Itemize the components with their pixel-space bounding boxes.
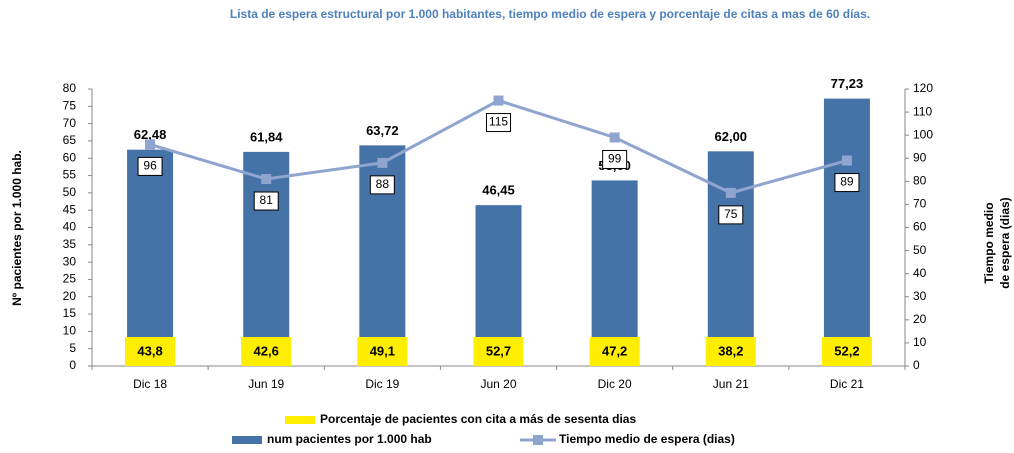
bar-value-label: 62,00: [715, 129, 748, 144]
percent-label: 47,2: [602, 343, 627, 358]
line-label-box: [602, 149, 628, 169]
y-tick-label: 35: [63, 237, 77, 251]
y2-tick-label: 40: [913, 266, 927, 280]
percent-box: [821, 337, 872, 366]
y-tick-label: 30: [63, 254, 77, 268]
y-tick-label: 70: [63, 116, 77, 130]
line-label-box: [369, 175, 395, 195]
y-tick-label: 5: [69, 341, 76, 355]
line-marker: [145, 139, 156, 150]
y2-tick-label: 100: [913, 127, 933, 141]
y-tick-label: 10: [63, 324, 77, 338]
line-label-box: [718, 205, 744, 225]
line-label-box: [253, 191, 279, 211]
line-label-box: [486, 113, 511, 133]
line-value-label: 99: [608, 152, 622, 166]
line-marker: [493, 95, 504, 106]
line-marker: [261, 174, 272, 185]
line-marker: [377, 157, 388, 168]
line-value-label: 115: [489, 115, 508, 129]
bar: [243, 151, 290, 366]
bar-value-label: 61,84: [250, 129, 283, 144]
percent-box: [473, 337, 524, 366]
y-tick-label: 60: [63, 150, 77, 164]
percent-box: [357, 337, 408, 366]
legend-label: num pacientes por 1.000 hab: [267, 432, 432, 446]
percent-box: [125, 337, 176, 366]
bar-value-label: 63,72: [366, 123, 399, 138]
line-label-box: [137, 156, 163, 176]
legend-swatch: [232, 436, 262, 444]
legend-swatch: [533, 435, 543, 445]
y-tick-label: 25: [63, 272, 77, 286]
y-axis-label: Nº pacientes por 1.000 hab.: [10, 150, 24, 306]
bar-value-label: 77,23: [831, 76, 864, 91]
y2-tick-label: 20: [913, 312, 927, 326]
legend-label: Porcentaje de pacientes con cita a más d…: [320, 412, 636, 426]
x-tick-label: Dic 21: [830, 377, 864, 391]
y2-axis-label: de espera (dias): [998, 197, 1012, 288]
percent-label: 52,7: [486, 343, 511, 358]
y2-tick-label: 80: [913, 174, 927, 188]
y-tick-label: 0: [69, 358, 76, 372]
y-tick-label: 50: [63, 185, 77, 199]
y-tick-label: 40: [63, 220, 77, 234]
x-tick-label: Dic 18: [133, 377, 167, 391]
line-marker: [841, 155, 852, 166]
bar: [127, 149, 174, 366]
line-marker: [725, 187, 736, 198]
bar-value-label: 46,45: [482, 183, 515, 198]
line-value-label: 75: [724, 207, 738, 221]
y-tick-label: 80: [63, 81, 77, 95]
bar: [707, 151, 754, 366]
legend-label: Tiempo medio de espera (dias): [559, 432, 735, 446]
y2-tick-label: 120: [913, 81, 933, 95]
bar: [591, 180, 638, 366]
line-value-label: 89: [840, 175, 854, 189]
y-tick-label: 20: [63, 289, 77, 303]
percent-box: [589, 337, 640, 366]
x-tick-label: Dic 20: [598, 377, 632, 391]
y2-tick-label: 0: [913, 358, 920, 372]
percent-label: 43,8: [137, 343, 162, 358]
x-tick-label: Jun 19: [248, 377, 284, 391]
y2-tick-label: 10: [913, 335, 927, 349]
y2-tick-label: 70: [913, 197, 927, 211]
chart-title: Lista de espera estructural por 1.000 ha…: [230, 7, 870, 21]
x-tick-label: Dic 19: [365, 377, 399, 391]
y2-axis-label: Tiempo medio: [982, 202, 996, 283]
y-tick-label: 45: [63, 202, 77, 216]
percent-label: 49,1: [370, 343, 395, 358]
line-value-label: 81: [260, 193, 274, 207]
y-tick-label: 65: [63, 133, 77, 147]
percent-label: 38,2: [718, 343, 743, 358]
legend-swatch: [285, 416, 315, 424]
y-tick-label: 15: [63, 306, 77, 320]
y2-tick-label: 50: [913, 243, 927, 257]
percent-label: 52,2: [834, 343, 859, 358]
y-tick-label: 55: [63, 168, 77, 182]
line-marker: [609, 132, 620, 143]
y2-tick-label: 90: [913, 150, 927, 164]
y2-tick-label: 30: [913, 289, 927, 303]
line-value-label: 96: [143, 159, 157, 173]
line-value-label: 88: [376, 177, 390, 191]
line-label-box: [834, 173, 860, 193]
y-tick-label: 75: [63, 98, 77, 112]
y2-tick-label: 60: [913, 220, 927, 234]
percent-box: [241, 337, 292, 366]
x-tick-label: Jun 21: [713, 377, 749, 391]
bar: [823, 98, 870, 366]
x-tick-label: Jun 20: [480, 377, 516, 391]
percent-box: [705, 337, 756, 366]
percent-label: 42,6: [254, 343, 279, 358]
bar-value-label: 62,48: [134, 127, 167, 142]
y2-tick-label: 110: [913, 104, 932, 118]
